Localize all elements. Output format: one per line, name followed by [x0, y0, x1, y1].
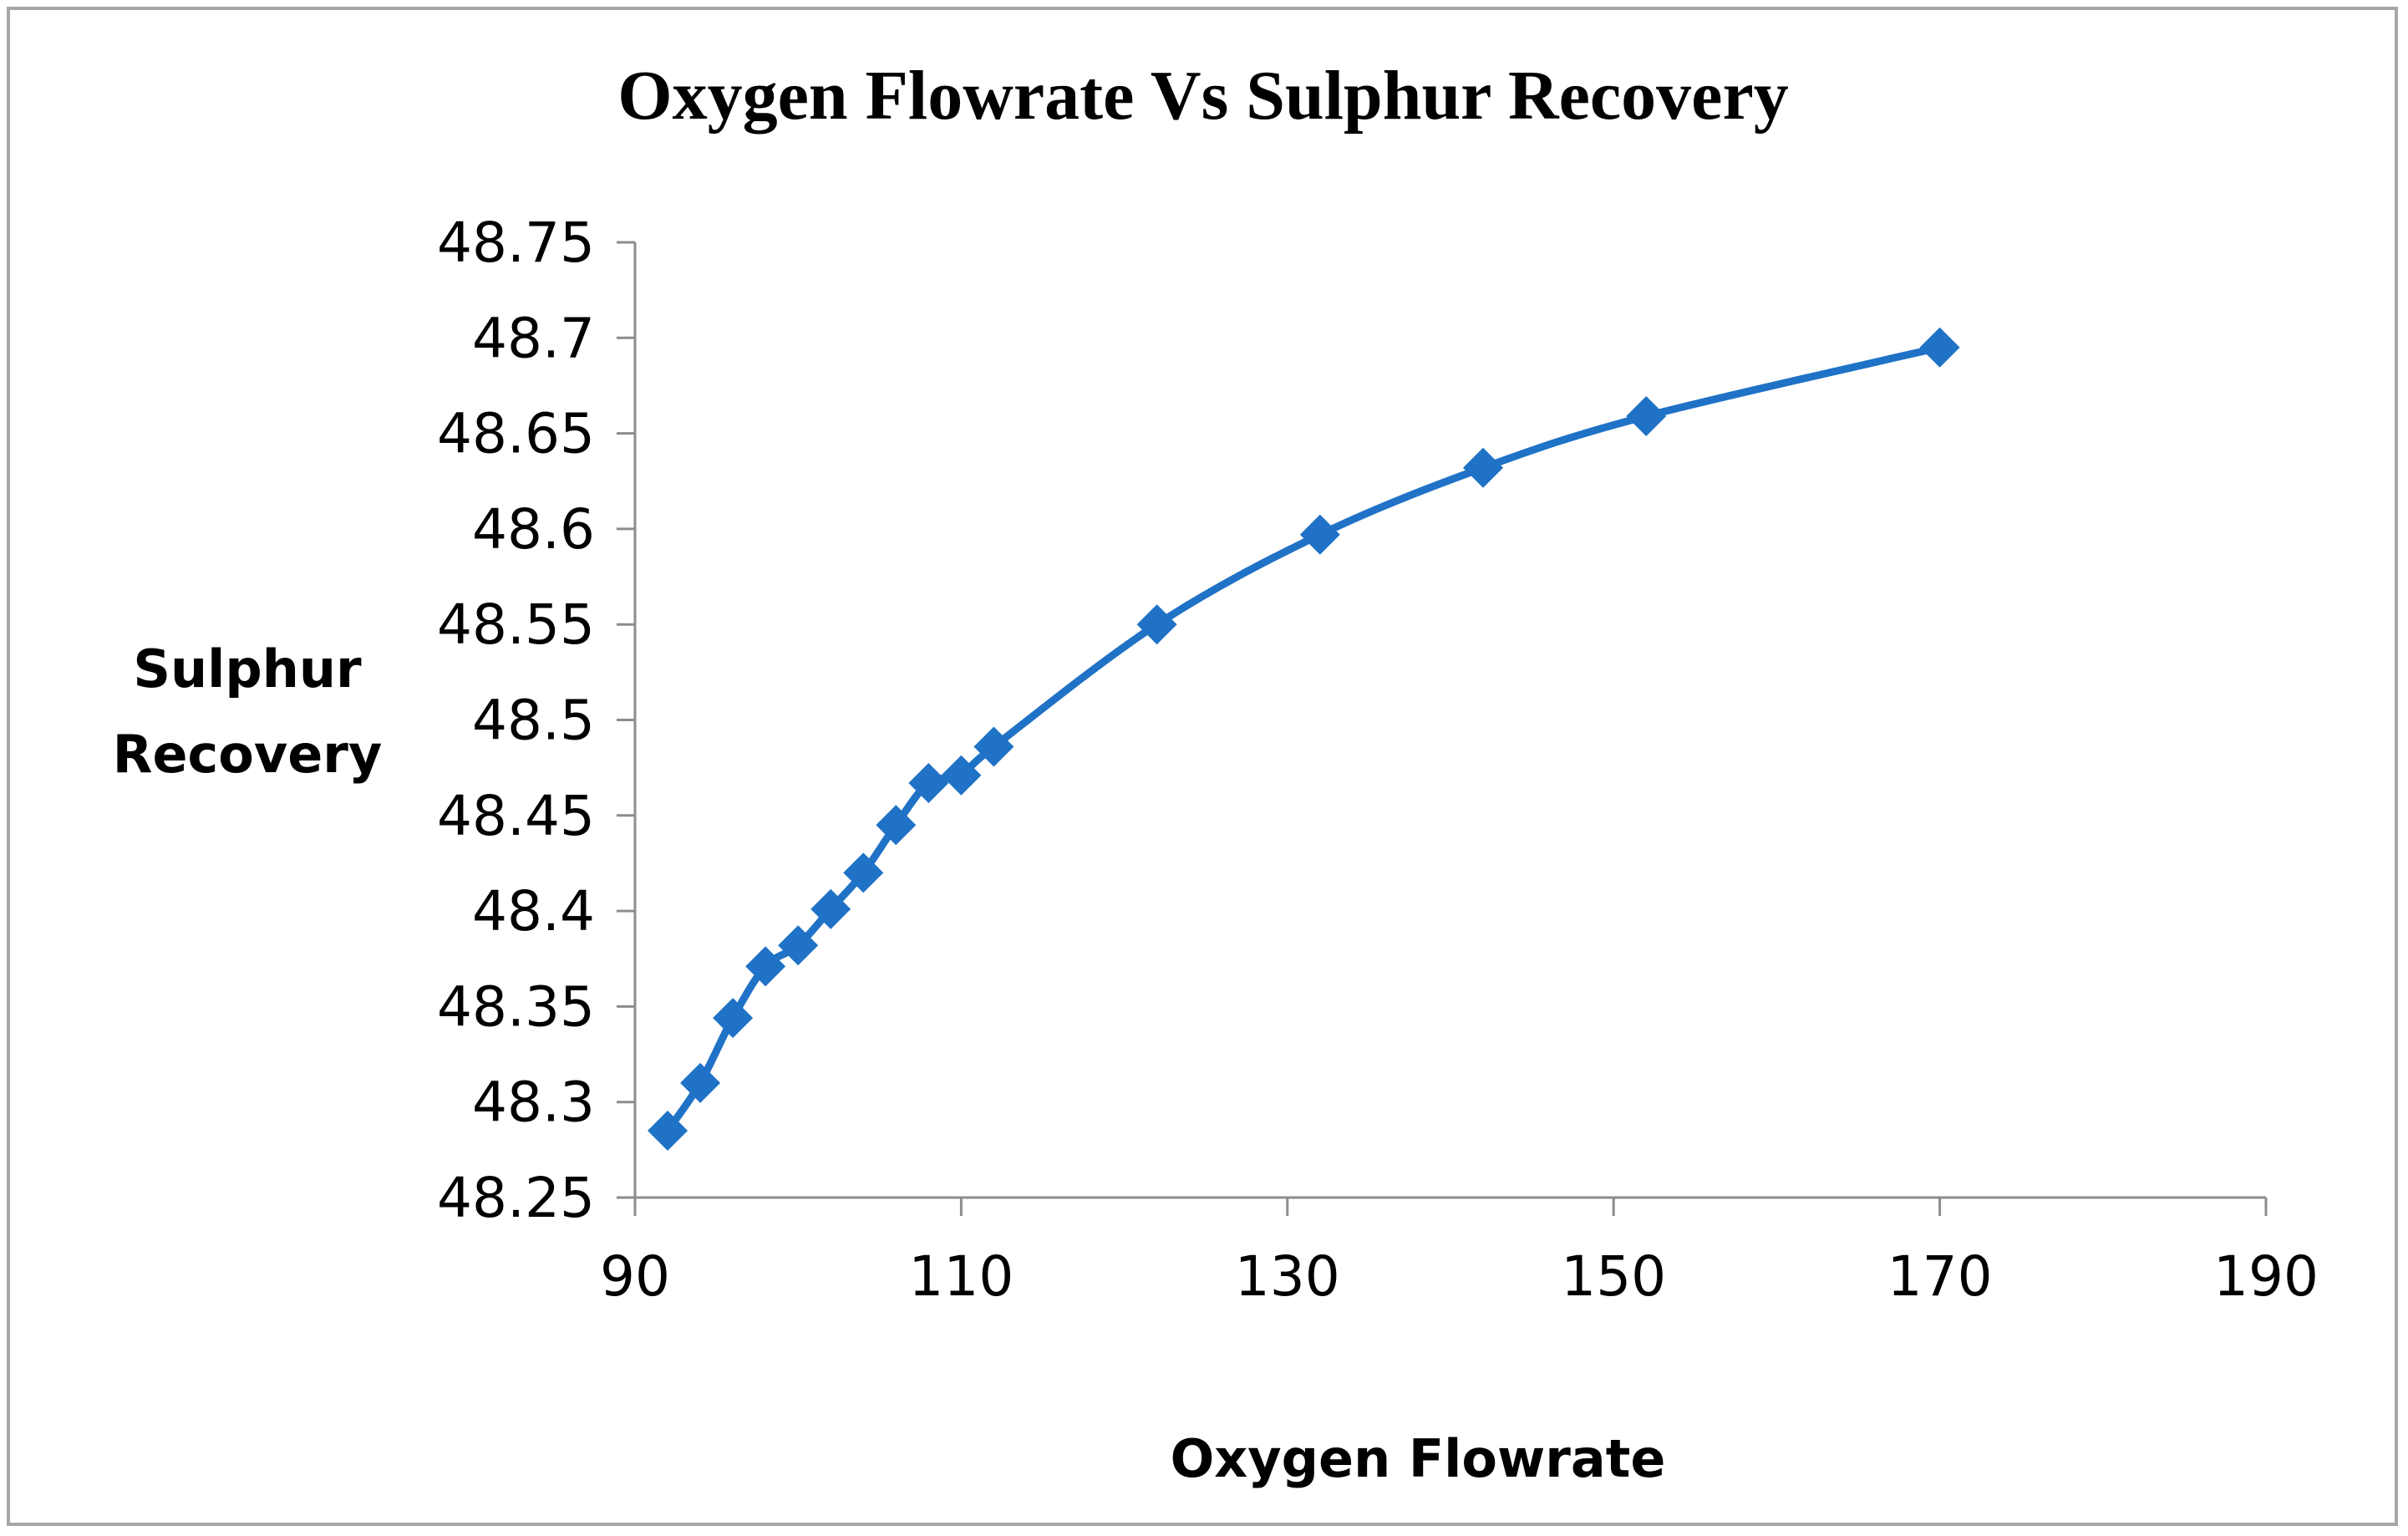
y-tick-label: 48.65 [437, 402, 595, 466]
chart-title: Oxygen Flowrate Vs Sulphur Recovery [617, 57, 1789, 135]
axes [633, 242, 2266, 1199]
data-point-marker [1299, 514, 1340, 555]
y-tick-label: 48.3 [472, 1071, 595, 1135]
y-tick-label: 48.5 [472, 689, 595, 753]
data-point-marker [1626, 396, 1667, 437]
x-tick-label: 90 [600, 1244, 670, 1309]
data-point-marker [810, 888, 851, 929]
x-tick-label: 190 [2213, 1244, 2319, 1309]
x-axis-ticks: 90 110 130 150 170 190 [600, 1198, 2319, 1309]
x-tick-label: 150 [1561, 1244, 1666, 1309]
data-point-marker [1919, 327, 1960, 368]
x-tick-label: 130 [1235, 1244, 1340, 1309]
chart-svg: Oxygen Flowrate Vs Sulphur Recovery Sulp… [113, 57, 2319, 1489]
y-tick-label: 48.45 [437, 784, 595, 848]
data-point-marker [843, 852, 884, 893]
series-group [648, 327, 1960, 1151]
y-tick-label: 48.4 [472, 879, 595, 943]
y-tick-label: 48.75 [437, 211, 595, 275]
data-point-marker [680, 1062, 721, 1103]
y-tick-label: 48.55 [437, 593, 595, 657]
series-line [663, 343, 1944, 1135]
data-point-marker [648, 1110, 688, 1151]
data-point-marker [908, 762, 949, 803]
chart-frame: Oxygen Flowrate Vs Sulphur Recovery Sulp… [7, 7, 2398, 1526]
y-axis-label-line-2: Recovery [113, 724, 383, 785]
data-point-marker [973, 726, 1014, 767]
data-point-marker [1463, 447, 1504, 488]
y-tick-label: 48.6 [472, 497, 595, 562]
y-axis-ticks: 48.25 48.3 48.35 48.4 48.45 48.5 48.55 48.6 48.6… [437, 211, 635, 1230]
y-axis-label: Sulphur Recovery [113, 638, 383, 785]
data-point-marker [713, 998, 754, 1039]
y-tick-label: 48.7 [472, 306, 595, 370]
data-point-marker [778, 925, 819, 966]
data-point-marker [745, 946, 786, 987]
y-tick-label: 48.35 [437, 974, 595, 1039]
x-tick-label: 110 [908, 1244, 1013, 1309]
x-tick-label: 170 [1887, 1244, 1993, 1309]
data-point-marker [876, 805, 917, 846]
data-point-marker [941, 755, 982, 796]
x-axis-label: Oxygen Flowrate [1171, 1428, 1666, 1489]
data-point-marker [1136, 604, 1177, 645]
y-tick-label: 48.25 [437, 1166, 595, 1230]
y-axis-label-line-1: Sulphur [133, 638, 362, 699]
